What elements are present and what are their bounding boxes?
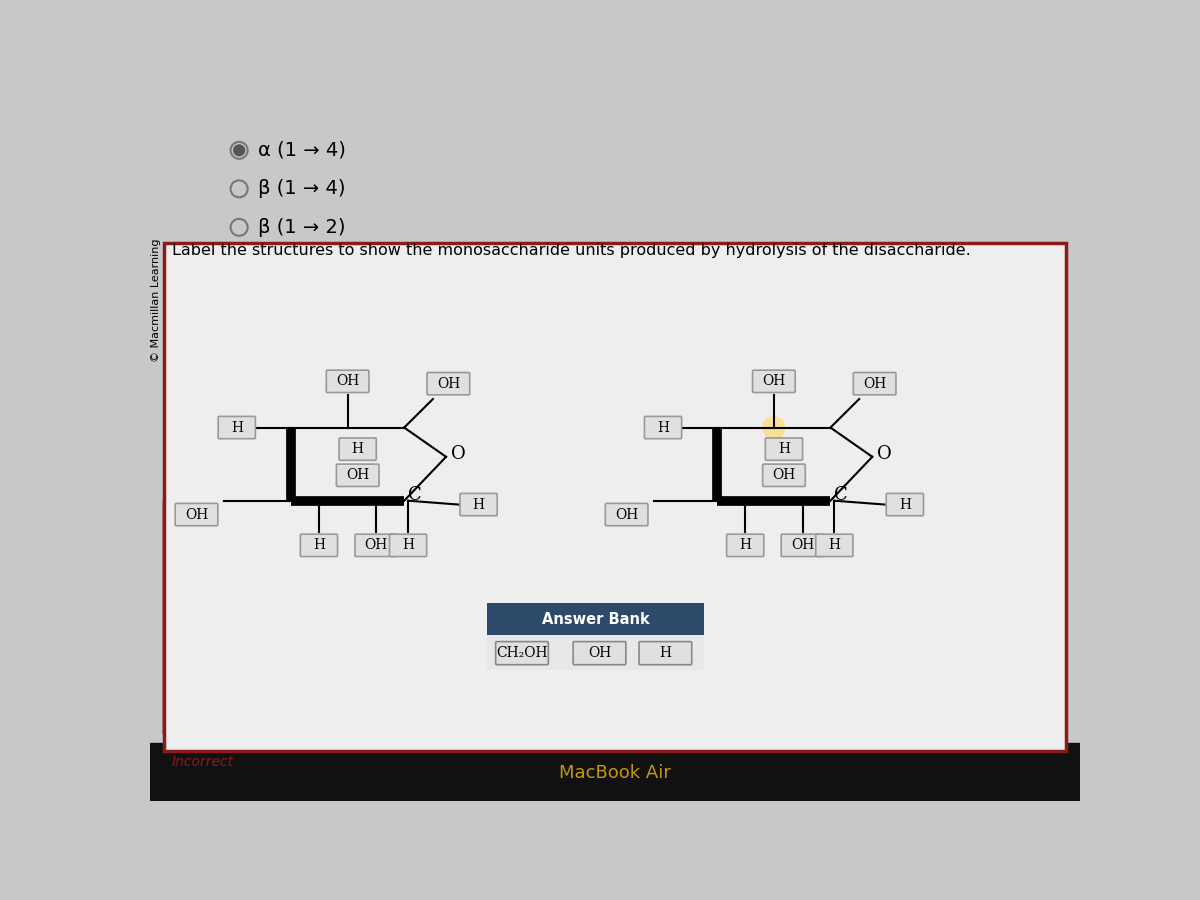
Text: OH: OH: [437, 377, 460, 391]
Text: OH: OH: [336, 374, 359, 389]
Text: Answer Bank: Answer Bank: [541, 612, 649, 626]
Text: H: H: [230, 420, 242, 435]
Text: H: H: [828, 538, 840, 553]
FancyBboxPatch shape: [640, 642, 691, 665]
Text: OH: OH: [863, 377, 887, 391]
Bar: [150, 108, 1080, 497]
FancyBboxPatch shape: [763, 464, 805, 487]
Text: O: O: [451, 445, 466, 463]
Circle shape: [234, 145, 245, 156]
Text: C: C: [834, 485, 848, 503]
Text: CH₂OH: CH₂OH: [497, 646, 547, 661]
Text: OH: OH: [616, 508, 638, 522]
FancyBboxPatch shape: [427, 373, 469, 395]
Text: © Macmillan Learning: © Macmillan Learning: [151, 238, 161, 362]
FancyBboxPatch shape: [781, 535, 824, 556]
Text: OH: OH: [185, 508, 208, 522]
FancyBboxPatch shape: [175, 503, 218, 526]
Text: OH: OH: [588, 646, 611, 661]
FancyBboxPatch shape: [766, 438, 803, 460]
Bar: [164, 505, 1063, 732]
Text: H: H: [658, 420, 670, 435]
Text: H: H: [313, 538, 325, 553]
Text: Incorrect: Incorrect: [172, 755, 234, 770]
Text: H: H: [739, 538, 751, 553]
Text: OH: OH: [791, 538, 814, 553]
FancyBboxPatch shape: [727, 535, 764, 556]
Text: C: C: [408, 485, 422, 503]
FancyBboxPatch shape: [336, 464, 379, 487]
FancyBboxPatch shape: [816, 535, 853, 556]
Bar: [150, 743, 1080, 801]
Text: H: H: [899, 498, 911, 511]
Text: H: H: [659, 646, 671, 661]
FancyBboxPatch shape: [605, 503, 648, 526]
FancyBboxPatch shape: [300, 535, 337, 556]
Text: OH: OH: [762, 374, 786, 389]
Bar: [164, 500, 1063, 732]
Text: MacBook Air: MacBook Air: [559, 763, 671, 781]
Text: O: O: [877, 445, 892, 463]
Bar: [164, 243, 1066, 751]
Text: OH: OH: [346, 468, 370, 482]
Text: H: H: [473, 498, 485, 511]
FancyBboxPatch shape: [460, 493, 497, 516]
FancyBboxPatch shape: [390, 535, 427, 556]
FancyBboxPatch shape: [355, 535, 397, 556]
FancyBboxPatch shape: [218, 417, 256, 438]
Bar: [487, 635, 704, 670]
Text: β (1 → 4): β (1 → 4): [258, 179, 346, 198]
FancyBboxPatch shape: [574, 642, 626, 665]
FancyBboxPatch shape: [340, 438, 377, 460]
FancyBboxPatch shape: [887, 493, 924, 516]
Text: β (1 → 2): β (1 → 2): [258, 218, 346, 237]
FancyBboxPatch shape: [752, 370, 796, 392]
FancyBboxPatch shape: [853, 373, 896, 395]
Text: Label the structures to show the monosaccharide units produced by hydrolysis of : Label the structures to show the monosac…: [172, 243, 971, 258]
Bar: [487, 603, 704, 635]
Text: H: H: [352, 442, 364, 456]
Text: OH: OH: [365, 538, 388, 553]
FancyBboxPatch shape: [326, 370, 368, 392]
FancyBboxPatch shape: [496, 642, 548, 665]
Text: α (1 → 4): α (1 → 4): [258, 140, 347, 160]
FancyBboxPatch shape: [644, 417, 682, 438]
Text: H: H: [402, 538, 414, 553]
Text: H: H: [778, 442, 790, 456]
Text: OH: OH: [773, 468, 796, 482]
Circle shape: [763, 417, 785, 438]
